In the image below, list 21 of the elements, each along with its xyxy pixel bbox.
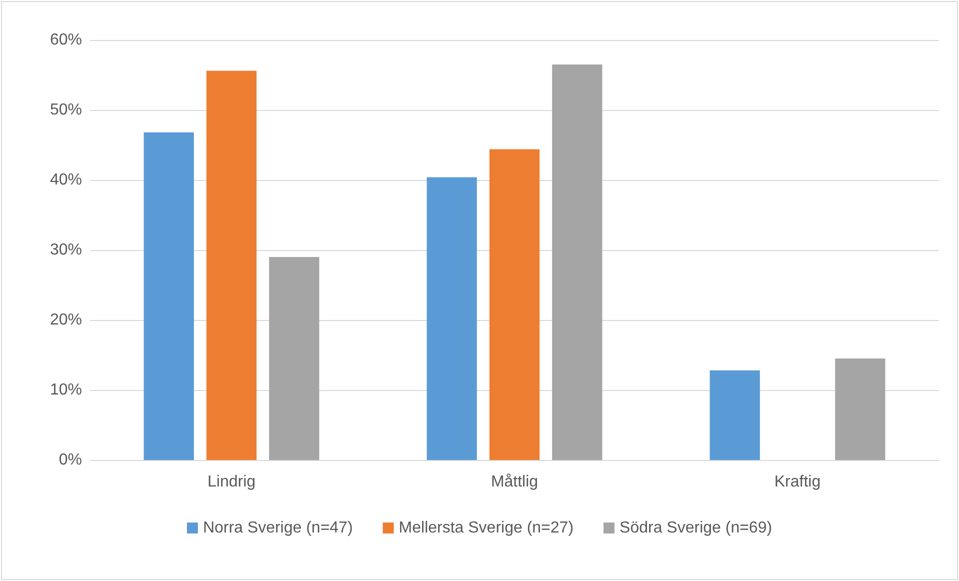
y-tick-label: 40%: [50, 172, 82, 188]
bar: [144, 132, 194, 460]
bar: [835, 358, 886, 460]
y-tick-label: 0%: [58, 452, 82, 468]
y-tick-label: 10%: [50, 382, 82, 398]
x-tick-label: Måttlig: [490, 474, 538, 490]
bar: [426, 177, 477, 460]
y-tick-label: 60%: [50, 32, 82, 48]
bar: [552, 64, 602, 460]
bar: [710, 370, 760, 460]
legend-label: Mellersta Sverige (n=27): [398, 520, 574, 536]
bar: [269, 257, 320, 460]
y-tick-label: 30%: [50, 242, 82, 258]
x-tick-label: Kraftig: [774, 474, 821, 490]
legend-label: Norra Sverige (n=47): [202, 520, 353, 536]
bar: [489, 149, 540, 460]
x-tick-label: Lindrig: [207, 474, 256, 490]
legend-label: Södra Sverige (n=69): [620, 520, 772, 536]
y-tick-label: 50%: [50, 102, 82, 118]
y-tick-label: 20%: [50, 312, 82, 328]
bar: [206, 70, 257, 460]
